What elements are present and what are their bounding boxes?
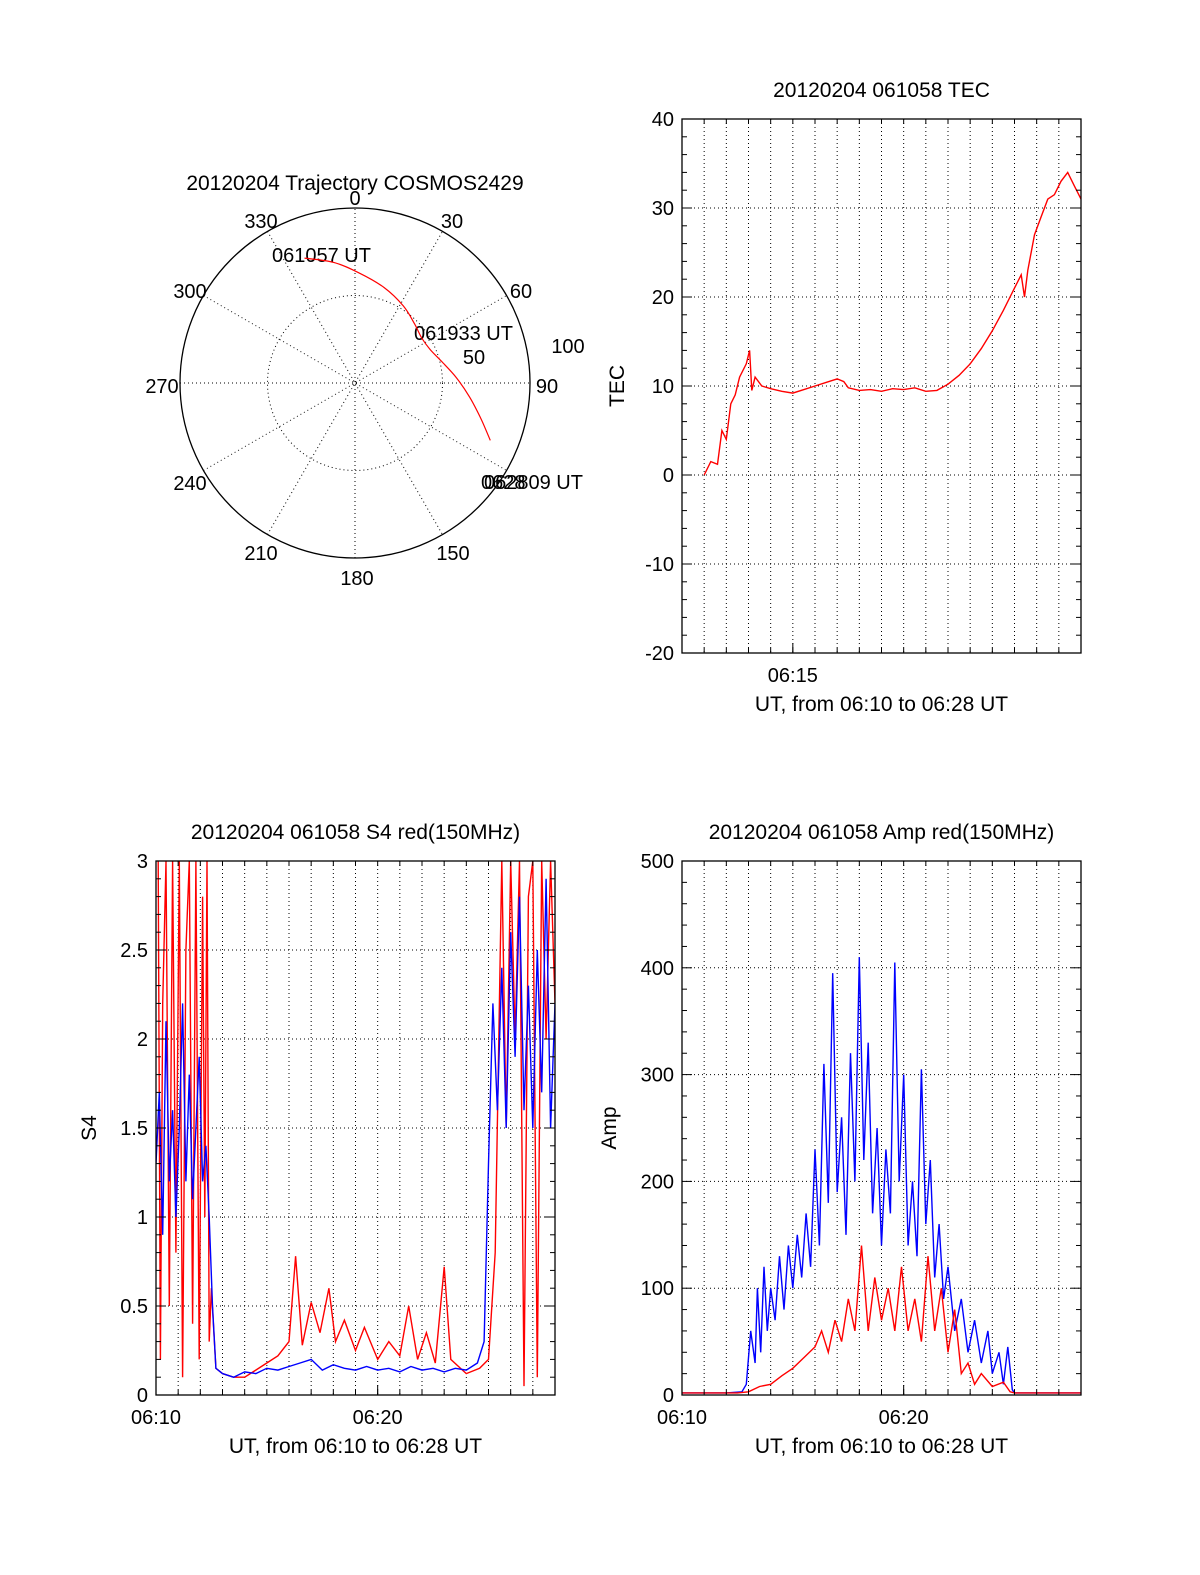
tec-y-tick-label: 40 (652, 109, 674, 131)
amp-y-tick-label: 300 (641, 1065, 674, 1087)
tec-title: 20120204 061058 TEC (773, 79, 990, 102)
polar-angle-label: 0 (349, 188, 360, 210)
polar-inner-circle (267, 295, 443, 471)
amp-y-tick-label: 0 (663, 1385, 674, 1407)
tec-y-tick-label: 20 (652, 287, 674, 309)
polar-angle-label: 60 (510, 281, 532, 303)
polar-time-annotation: 0628 (481, 472, 526, 494)
s4-y-axis-label: S4 (78, 1115, 101, 1141)
amp-y-tick-label: 100 (641, 1278, 674, 1300)
tec-y-tick-label: 30 (652, 198, 674, 220)
amp-y-tick-label: 400 (641, 958, 674, 980)
polar-radial-label: 100 (551, 336, 584, 358)
amp-title: 20120204 061058 Amp red(150MHz) (709, 821, 1055, 844)
polar-time-annotation: 061933 UT (414, 323, 513, 345)
polar-angle-label: 330 (244, 211, 277, 233)
polar-radial-label: 50 (463, 347, 485, 369)
amp-series-red (682, 1245, 1081, 1394)
s4-y-tick-label: 2.5 (120, 940, 148, 962)
trajectory-title: 20120204 Trajectory COSMOS2429 (186, 172, 523, 195)
s4-y-tick-label: 0.5 (120, 1296, 148, 1318)
tec-chart: 20120204 061058 TEC 06:15 -20 -10 0 10 20 30 40 U… (606, 79, 1082, 716)
s4-x-axis-label: UT, from 06:10 to 06:28 UT (229, 1435, 482, 1458)
polar-angle-label: 210 (244, 543, 277, 565)
s4-y-tick-label: 1 (137, 1207, 148, 1229)
tec-y-tick-label: -10 (645, 554, 674, 576)
polar-angle-label: 300 (173, 281, 206, 303)
amp-y-tick-label: 200 (641, 1171, 674, 1193)
polar-angle-label: 30 (441, 211, 463, 233)
tec-series-red (703, 171, 1081, 476)
amp-x-tick-label: 06:20 (879, 1407, 929, 1429)
tec-x-axis-label: UT, from 06:10 to 06:28 UT (755, 693, 1008, 716)
tec-y-tick-label: -20 (645, 643, 674, 665)
s4-x-tick-label: 06:20 (353, 1407, 403, 1429)
amp-chart: 20120204 061058 Amp red(150MHz) 06:10 06:2… (598, 821, 1082, 1458)
s4-y-tick-label: 2 (137, 1029, 148, 1051)
s4-x-tick-label: 06:10 (131, 1407, 181, 1429)
polar-angle-label: 150 (436, 543, 469, 565)
trajectory-series-red (304, 257, 491, 441)
s4-title: 20120204 061058 S4 red(150MHz) (191, 821, 520, 844)
polar-angle-label: 180 (340, 568, 373, 590)
amp-x-axis-label: UT, from 06:10 to 06:28 UT (755, 1435, 1008, 1458)
tec-y-tick-label: 10 (652, 376, 674, 398)
s4-y-tick-label: 3 (137, 851, 148, 873)
s4-chart: 20120204 061058 S4 red(150MHz) 06:10 06:20… (78, 821, 556, 1458)
polar-time-annotation: 061057 UT (272, 245, 371, 267)
s4-series-red (157, 861, 555, 1387)
s4-y-tick-label: 0 (137, 1385, 148, 1407)
polar-time-annotation: 062809 UT (484, 472, 583, 494)
amp-x-tick-label: 06:10 (657, 1407, 707, 1429)
amp-y-tick-label: 500 (641, 851, 674, 873)
s4-series-blue (156, 878, 555, 1378)
polar-angle-label: 90 (536, 376, 558, 398)
tec-x-tick-label: 06:15 (768, 665, 818, 687)
s4-y-tick-label: 1.5 (120, 1118, 148, 1140)
amp-y-axis-label: Amp (598, 1106, 621, 1149)
polar-angle-label: 240 (173, 473, 206, 495)
polar-angle-label: 270 (145, 376, 178, 398)
tec-y-tick-label: 0 (663, 465, 674, 487)
amp-series-blue (682, 957, 1081, 1394)
tec-y-axis-label: TEC (606, 365, 629, 407)
